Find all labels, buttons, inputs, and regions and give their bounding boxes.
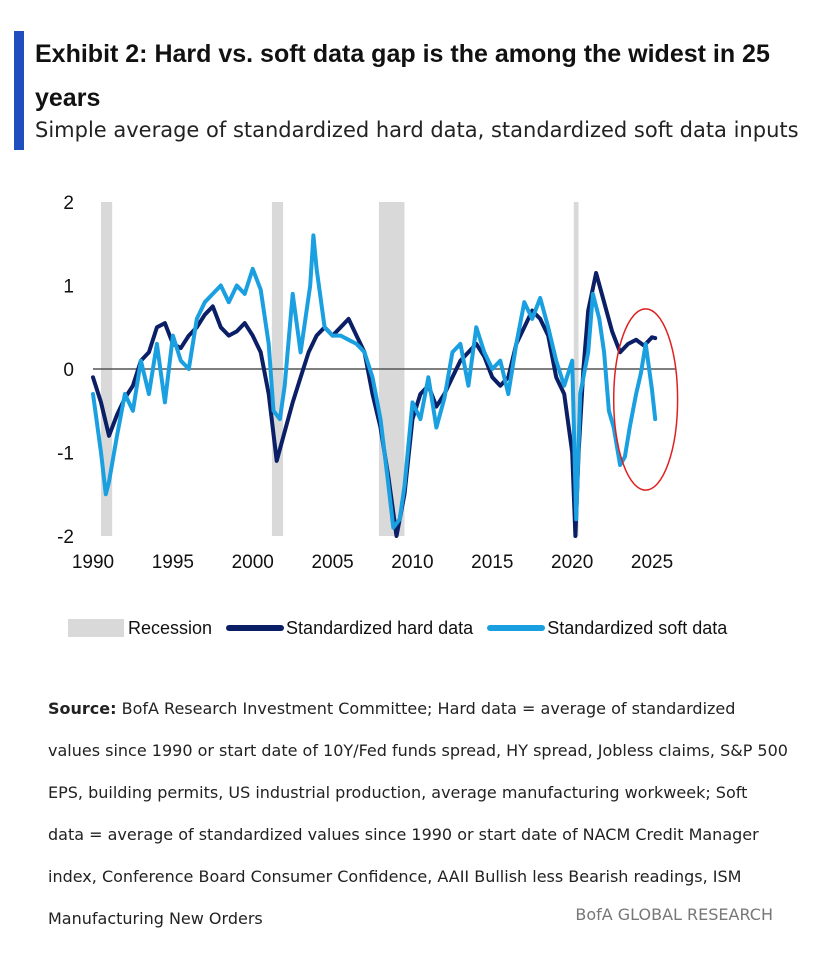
legend-item-recession: Recession (68, 618, 226, 639)
series-line-soft (91, 233, 658, 530)
legend-item-soft: Standardized soft data (487, 618, 741, 639)
chart-legend: Recession Standardized hard data Standar… (68, 615, 741, 641)
y-tick-label: -1 (57, 444, 74, 465)
y-tick-label: 0 (63, 360, 74, 381)
x-tick-label: 2020 (551, 552, 593, 573)
series-line-hard (91, 271, 658, 538)
page-title: Exhibit 2: Hard vs. soft data gap is the… (35, 40, 770, 112)
x-tick-label: 1990 (72, 552, 114, 573)
footer-brand: BofA GLOBAL RESEARCH (575, 905, 773, 924)
legend-swatch-soft (487, 625, 546, 631)
legend-swatch-hard (226, 625, 285, 631)
x-tick-label: 1995 (152, 552, 194, 573)
legend-label-soft: Standardized soft data (547, 617, 728, 638)
page-subtitle: Simple average of standardized hard data… (35, 118, 799, 142)
accent-bar (14, 31, 24, 150)
x-tick-label: 2015 (471, 552, 513, 573)
chart: 2 1 0 -1 -2 1990 1995 2000 2005 2010 2015 2020 2025 (57, 193, 679, 573)
source-note: Source: BofA Research Investment Committ… (48, 688, 788, 940)
y-tick-label: -2 (57, 527, 74, 548)
legend-swatch-recession (68, 619, 124, 637)
x-tick-label: 2005 (311, 552, 353, 573)
legend-label-recession: Recession (128, 617, 213, 638)
x-tick-label: 2010 (391, 552, 433, 573)
y-tick-label: 1 (63, 277, 74, 298)
y-tick-label: 2 (63, 193, 74, 214)
annotation-ellipse (612, 308, 679, 491)
x-tick-label: 2000 (232, 552, 274, 573)
source-text: BofA Research Investment Committee; Hard… (48, 699, 788, 928)
legend-label-hard: Standardized hard data (286, 617, 474, 638)
legend-item-hard: Standardized hard data (226, 618, 487, 639)
source-label: Source: (48, 699, 117, 718)
x-tick-label: 2025 (631, 552, 673, 573)
